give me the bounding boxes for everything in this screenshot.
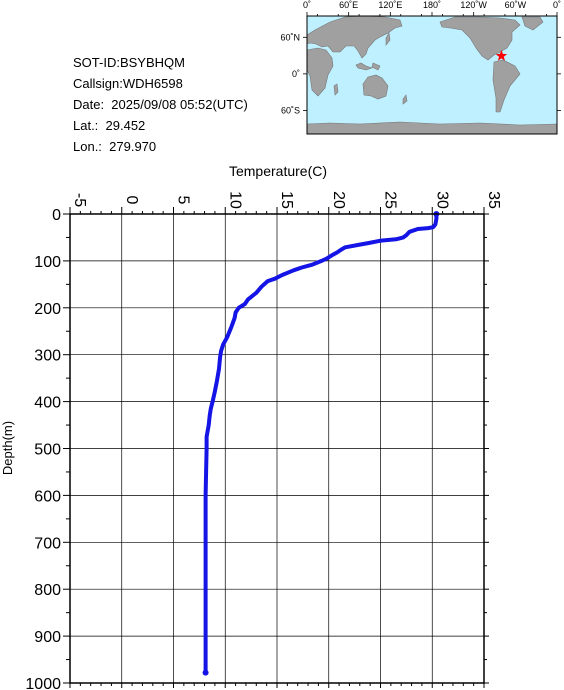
temperature-profile-line — [203, 212, 439, 675]
float-location-marker — [495, 49, 508, 61]
lon-text: Lon.: 279.970 — [73, 139, 157, 154]
map-lon-label: 120˚E — [378, 0, 402, 10]
x-tick-label: 35 — [485, 191, 502, 209]
x-tick-label: 5 — [175, 196, 192, 205]
x-tick-label: 20 — [330, 191, 347, 209]
map-lon-label: 0˚ — [303, 0, 311, 10]
y-tick-label: 100 — [34, 254, 61, 271]
y-tick-label: 700 — [34, 535, 61, 552]
map-lat-label: 60˚N — [280, 32, 300, 42]
y-tick-label: 0 — [52, 207, 61, 224]
x-tick-label: 0 — [123, 196, 140, 205]
profile-endpoint — [202, 669, 209, 676]
map-lon-label: 0˚ — [553, 0, 561, 10]
map-lon-label: 60˚E — [339, 0, 358, 10]
map-land — [306, 15, 558, 135]
x-tick-label: -5 — [71, 193, 88, 207]
y-tick-label: 300 — [34, 348, 61, 365]
x-axis-label: Temperature(C) — [229, 163, 327, 179]
x-tick-label: 30 — [433, 191, 450, 209]
y-tick-label: 1000 — [25, 676, 61, 690]
y-tick-label: 400 — [34, 395, 61, 412]
y-tick-label: 800 — [34, 582, 61, 599]
y-tick-label: 600 — [34, 488, 61, 505]
map-lat-label: 60˚S — [281, 105, 300, 115]
date-text: Date: 2025/09/08 05:52(UTC) — [73, 97, 248, 112]
y-tick-label: 500 — [34, 442, 61, 459]
x-tick-label: 10 — [226, 191, 243, 209]
plot-frame — [69, 213, 485, 684]
chart-grid — [70, 214, 484, 683]
sot-id-text: SOT-ID:BSYBHQM — [73, 55, 185, 70]
x-tick-label: 25 — [382, 191, 399, 209]
x-tick-label: 15 — [278, 191, 295, 209]
y-axis-label: Depth(m) — [0, 421, 15, 475]
y-tick-label: 900 — [34, 629, 61, 646]
float-info: SOT-ID:BSYBHQM Callsign:WDH6598 Date: 20… — [73, 52, 248, 157]
map-lon-label: 180˚ — [423, 0, 441, 10]
y-tick-label: 200 — [34, 301, 61, 318]
callsign-text: Callsign:WDH6598 — [73, 76, 183, 91]
lat-text: Lat.: 29.452 — [73, 118, 146, 133]
map-lat-label: 0˚ — [292, 69, 300, 79]
map-lon-label: 60˚W — [505, 0, 527, 10]
map-lon-label: 120˚W — [460, 0, 487, 10]
